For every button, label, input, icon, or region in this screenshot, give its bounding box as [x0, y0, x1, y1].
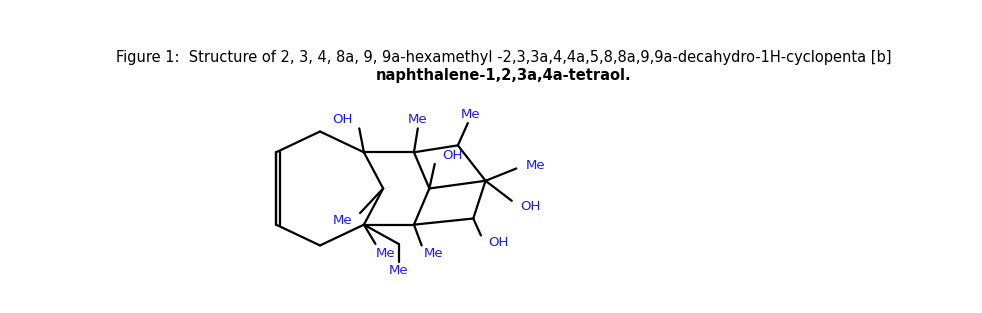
Text: Me: Me	[389, 264, 409, 277]
Text: Me: Me	[376, 247, 396, 260]
Text: Me: Me	[424, 248, 444, 260]
Text: OH: OH	[489, 236, 509, 249]
Text: naphthalene-1,2,3a,4a-tetraol.: naphthalene-1,2,3a,4a-tetraol.	[375, 68, 631, 83]
Text: Me: Me	[408, 113, 427, 126]
Text: Me: Me	[461, 108, 480, 121]
Text: OH: OH	[443, 149, 463, 162]
Text: Figure 1:  Structure of 2, 3, 4, 8a, 9, 9a-hexamethyl -2,3,3a,4,4a,5,8,8a,9,9a-d: Figure 1: Structure of 2, 3, 4, 8a, 9, 9…	[116, 50, 891, 65]
Text: Me: Me	[333, 214, 353, 227]
Text: OH: OH	[332, 113, 353, 126]
Text: Me: Me	[525, 159, 545, 172]
Text: OH: OH	[520, 200, 540, 213]
